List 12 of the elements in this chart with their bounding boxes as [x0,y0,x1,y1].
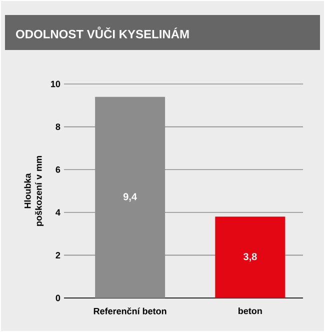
chart-title: ODOLNOST VŮČI KYSELINÁM [16,26,189,38]
y-tick-label: 8 [56,124,60,130]
y-axis-title: Hloubka poškození v mm [24,156,44,226]
x-tick-label: Referenční beton [94,308,166,314]
y-tick-label: 2 [56,252,60,258]
x-tick-label: beton [238,308,262,314]
y-tick-label: 10 [51,80,60,88]
y-tick-label: 0 [56,294,60,302]
data-label: 3,8 [243,253,257,262]
data-label: 9,4 [123,193,137,202]
y-tick-label: 6 [56,166,60,173]
y-tick-label: 4 [56,209,60,216]
